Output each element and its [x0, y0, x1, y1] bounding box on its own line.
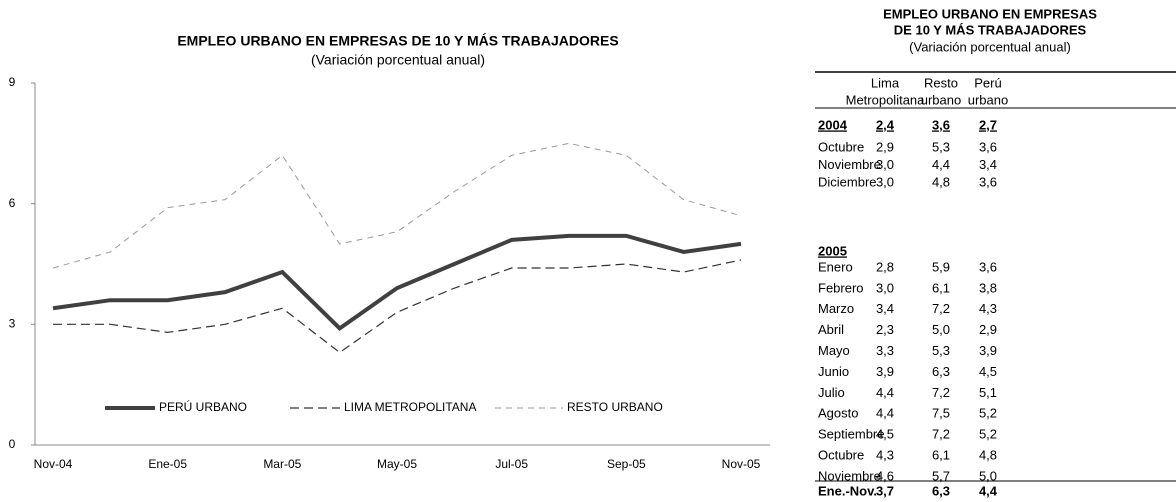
cell: 4,3: [876, 448, 894, 463]
row-label: Enero: [818, 259, 853, 274]
cell: 4,4: [876, 385, 894, 400]
cell: 4,5: [876, 427, 894, 442]
x-tick-label: Jul-05: [495, 457, 528, 471]
row-label: Julio: [818, 385, 845, 400]
cell: 3,8: [979, 280, 997, 295]
cell: 3,6: [979, 259, 997, 274]
row-label: Septiembre: [818, 427, 884, 442]
cell: 5,7: [932, 468, 950, 483]
row-label: Noviembre: [818, 157, 881, 172]
cell: 3,7: [876, 483, 894, 498]
cell: 4,4: [932, 157, 950, 172]
legend-label: RESTO URBANO: [567, 400, 663, 414]
column-header: Lima: [871, 75, 900, 90]
column-header: urbano: [921, 92, 961, 107]
row-label: Octubre: [818, 448, 864, 463]
y-tick-label: 6: [9, 196, 16, 210]
line-series: [53, 259, 742, 354]
x-tick-label: Ene-05: [148, 457, 187, 471]
row-label: Ene.-Nov.: [818, 483, 877, 498]
cell: 3,0: [876, 280, 894, 295]
cell: 3,9: [876, 364, 894, 379]
cell: 4,6: [876, 468, 894, 483]
cell: 2,4: [876, 117, 895, 132]
cell: 3,4: [876, 301, 894, 316]
group-label: 2004: [818, 117, 848, 132]
x-tick-label: Mar-05: [263, 457, 301, 471]
row-label: Junio: [818, 364, 849, 379]
x-tick-label: Sep-05: [607, 457, 646, 471]
line-series: [52, 142, 742, 269]
cell: 5,2: [979, 406, 997, 421]
cell: 2,8: [876, 259, 894, 274]
y-tick-label: 3: [9, 317, 16, 331]
table-subtitle: (Variación porcentual anual): [909, 39, 1071, 54]
row-label: Marzo: [818, 301, 854, 316]
cell: 3,6: [932, 117, 950, 132]
column-header: urbano: [968, 92, 1008, 107]
y-tick-label: 0: [9, 437, 16, 451]
cell: 6,1: [932, 448, 950, 463]
x-tick-label: Nov-05: [722, 457, 761, 471]
cell: 4,8: [979, 448, 997, 463]
chart-subtitle: (Variación porcentual anual): [311, 52, 485, 68]
column-header: Perú: [974, 75, 1001, 90]
cell: 7,2: [932, 385, 950, 400]
cell: 2,9: [876, 139, 894, 154]
cell: 5,3: [932, 139, 950, 154]
cell: 5,0: [932, 322, 950, 337]
y-tick-label: 9: [9, 75, 16, 89]
legend-label: LIMA METROPOLITANA: [344, 400, 476, 414]
group-label: 2005: [818, 243, 847, 258]
row-label: Noviembre: [818, 468, 881, 483]
cell: 2,7: [979, 117, 997, 132]
row-label: Agosto: [818, 406, 858, 421]
cell: 4,4: [979, 483, 998, 498]
cell: 6,3: [932, 364, 950, 379]
cell: 3,4: [979, 157, 997, 172]
legend-label: PERÚ URBANO: [159, 399, 247, 414]
cell: 2,3: [876, 322, 894, 337]
chart-title: EMPLEO URBANO EN EMPRESAS DE 10 Y MÁS TR…: [177, 33, 618, 49]
x-tick-label: May-05: [377, 457, 417, 471]
x-tick-label: Nov-04: [34, 457, 73, 471]
row-label: Diciembre: [818, 174, 877, 189]
column-header: Resto: [924, 75, 958, 90]
cell: 3,3: [876, 343, 894, 358]
cell: 5,9: [932, 259, 950, 274]
cell: 7,5: [932, 406, 950, 421]
cell: 6,3: [932, 483, 950, 498]
cell: 7,2: [932, 427, 950, 442]
cell: 3,0: [876, 174, 894, 189]
cell: 5,2: [979, 427, 997, 442]
line-series: [52, 233, 742, 331]
column-header: Metropolitana: [846, 92, 926, 107]
cell: 5,0: [979, 468, 997, 483]
cell: 3,6: [979, 139, 997, 154]
row-label: Abril: [818, 322, 844, 337]
cell: 5,1: [979, 385, 997, 400]
cell: 3,6: [979, 174, 997, 189]
row-label: Febrero: [818, 280, 864, 295]
row-label: Mayo: [818, 343, 850, 358]
cell: 6,1: [932, 280, 950, 295]
table-title: EMPLEO URBANO EN EMPRESAS: [883, 6, 1097, 21]
cell: 3,9: [979, 343, 997, 358]
cell: 4,4: [876, 406, 894, 421]
cell: 5,3: [932, 343, 950, 358]
cell: 4,3: [979, 301, 997, 316]
row-label: Octubre: [818, 139, 864, 154]
table-title: DE 10 Y MÁS TRABAJADORES: [894, 22, 1087, 37]
cell: 4,5: [979, 364, 997, 379]
cell: 3,0: [876, 157, 894, 172]
cell: 2,9: [979, 322, 997, 337]
cell: 7,2: [932, 301, 950, 316]
cell: 4,8: [932, 174, 950, 189]
